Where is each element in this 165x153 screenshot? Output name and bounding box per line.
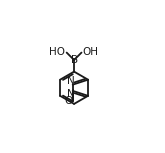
- Text: N: N: [67, 89, 75, 99]
- Text: O: O: [64, 96, 72, 106]
- Text: B: B: [70, 55, 78, 65]
- Text: OH: OH: [83, 47, 99, 57]
- Text: HO: HO: [49, 47, 65, 57]
- Text: N: N: [67, 76, 75, 86]
